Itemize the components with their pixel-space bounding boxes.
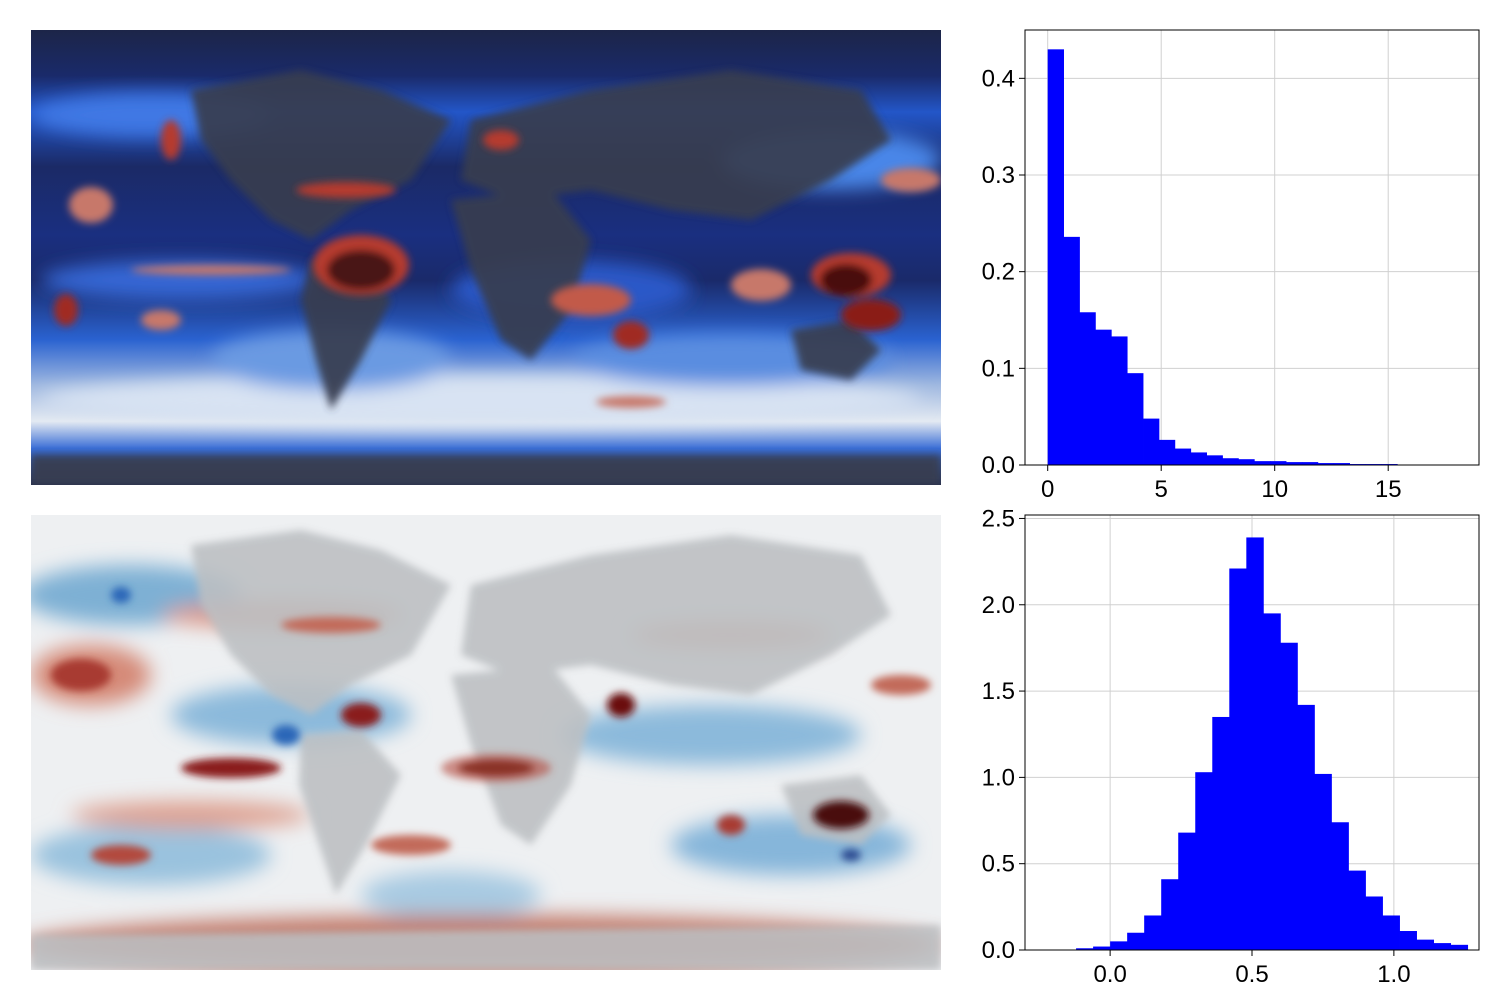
map-top-canvas xyxy=(31,30,941,485)
histogram-bottom-bars xyxy=(1076,537,1469,950)
histogram-bottom-ticks: 0.0 0.5 1.0 0.0 0.5 1.0 1.5 2.0 2.5 xyxy=(982,505,1411,988)
histogram-bottom-xtick-label-1: 0.5 xyxy=(1235,961,1268,988)
histogram-top-bar-10 xyxy=(1206,455,1223,465)
histogram-top-ytick-label-2: 0.2 xyxy=(982,259,1015,286)
histogram-bottom-bar-17 xyxy=(1365,896,1383,950)
histogram-bottom-bar-16 xyxy=(1348,870,1366,950)
histogram-top-xtick-label-3: 15 xyxy=(1375,476,1402,503)
histogram-bottom-bar-20 xyxy=(1416,939,1434,950)
histogram-bottom: 0.0 0.5 1.0 0.0 0.5 1.0 1.5 2.0 2.5 xyxy=(960,505,1490,1000)
histogram-top-ytick-label-1: 0.1 xyxy=(982,355,1015,382)
histogram-bottom-bar-0 xyxy=(1076,948,1094,950)
histogram-top: 0 5 10 15 0.0 0.1 0.2 0.3 0.4 xyxy=(960,20,1490,510)
histogram-top-bar-13 xyxy=(1254,461,1271,465)
histogram-top-bar-12 xyxy=(1238,459,1255,465)
histogram-top-bar-15 xyxy=(1286,462,1303,465)
histogram-top-bar-1 xyxy=(1063,236,1080,465)
histogram-top-bar-16 xyxy=(1301,462,1319,465)
histogram-top-xtick-label-2: 10 xyxy=(1261,476,1288,503)
histogram-top-ytick-label-0: 0.0 xyxy=(982,452,1015,479)
histogram-bottom-ytick-label-1: 0.5 xyxy=(982,851,1015,878)
histogram-bottom-ytick-label-0: 0.0 xyxy=(982,937,1015,964)
histogram-bottom-bar-13 xyxy=(1297,704,1315,950)
histogram-bottom-ytick-label-5: 2.5 xyxy=(982,505,1015,532)
histogram-top-bar-9 xyxy=(1190,452,1207,465)
histogram-bottom-bar-15 xyxy=(1331,822,1349,950)
histogram-bottom-bar-22 xyxy=(1450,944,1469,950)
histogram-top-xtick-label-1: 5 xyxy=(1155,476,1168,503)
histogram-top-ytick-label-3: 0.3 xyxy=(982,162,1015,189)
histogram-bottom-bar-7 xyxy=(1195,772,1213,950)
histogram-top-bar-3 xyxy=(1095,329,1112,465)
map-top-land-mask xyxy=(31,70,941,485)
histogram-bottom-bar-14 xyxy=(1314,773,1332,950)
histogram-bottom-xtick-label-2: 1.0 xyxy=(1377,961,1410,988)
histogram-top-bar-0 xyxy=(1047,49,1064,465)
map-bottom-land-mask xyxy=(31,530,941,970)
histogram-bottom-ytick-label-3: 1.5 xyxy=(982,678,1015,705)
histogram-top-bar-7 xyxy=(1158,439,1176,465)
histogram-bottom-xtick-label-0: 0.0 xyxy=(1093,961,1126,988)
map-bottom xyxy=(31,515,941,970)
histogram-top-bar-8 xyxy=(1174,448,1192,465)
histogram-top-bar-11 xyxy=(1222,458,1239,465)
histogram-bottom-ytick-label-2: 1.0 xyxy=(982,764,1015,791)
histogram-top-frame xyxy=(1024,29,1480,466)
histogram-bottom-bar-12 xyxy=(1280,642,1298,950)
map-bottom-high-values xyxy=(51,587,931,865)
histogram-top-ytick-label-4: 0.4 xyxy=(982,65,1015,92)
histogram-top-bar-6 xyxy=(1143,418,1160,465)
histogram-top-bar-2 xyxy=(1079,312,1096,465)
histogram-top-bar-14 xyxy=(1270,461,1287,465)
histogram-top-ticks: 0 5 10 15 0.0 0.1 0.2 0.3 0.4 xyxy=(982,65,1402,503)
histogram-top-bar-17 xyxy=(1317,463,1335,465)
histogram-top-bar-4 xyxy=(1111,336,1128,465)
histogram-bottom-bar-10 xyxy=(1246,537,1264,950)
histogram-bottom-bar-11 xyxy=(1263,613,1281,950)
histogram-bottom-bar-6 xyxy=(1178,832,1196,950)
histogram-bottom-bar-3 xyxy=(1127,932,1145,950)
histogram-top-xtick-label-0: 0 xyxy=(1041,476,1054,503)
histogram-bottom-bar-2 xyxy=(1110,941,1128,950)
histogram-bottom-bar-9 xyxy=(1229,568,1247,950)
histogram-bottom-bar-18 xyxy=(1382,915,1400,950)
histogram-bottom-bar-5 xyxy=(1161,879,1179,950)
map-top-high-values xyxy=(54,120,941,408)
histogram-bottom-ytick-label-4: 2.0 xyxy=(982,592,1015,619)
map-bottom-canvas xyxy=(31,515,941,970)
histogram-bottom-bar-1 xyxy=(1093,946,1111,950)
map-top xyxy=(31,30,941,485)
histogram-bottom-svg: 0.0 0.5 1.0 0.0 0.5 1.0 1.5 2.0 2.5 xyxy=(982,505,1480,988)
histogram-bottom-bar-4 xyxy=(1144,915,1162,950)
histogram-top-svg: 0 5 10 15 0.0 0.1 0.2 0.3 0.4 xyxy=(982,29,1480,503)
histogram-top-bars xyxy=(1047,49,1398,465)
histogram-bottom-bar-19 xyxy=(1399,931,1417,950)
histogram-bottom-bar-8 xyxy=(1212,716,1230,950)
histogram-bottom-bar-21 xyxy=(1433,943,1452,950)
histogram-top-bar-5 xyxy=(1127,373,1144,465)
histogram-top-bar-18 xyxy=(1333,463,1351,465)
